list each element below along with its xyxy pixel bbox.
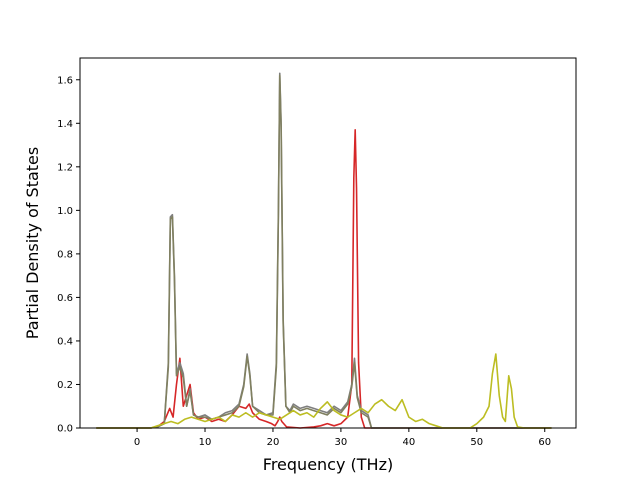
x-tick-label: 50 (470, 437, 483, 448)
series-line-1 (96, 129, 552, 429)
series-layer (96, 72, 552, 429)
y-tick-label: 1.4 (57, 119, 73, 130)
y-tick-label: 1.6 (57, 75, 73, 86)
tick-layer: 0 10 20 30 40 50 60 0.0 0.2 0.4 0.6 0.8 1.0 1.2 1.4 1.6 (57, 75, 551, 448)
x-tick-label: 10 (199, 437, 212, 448)
x-tick-label: 40 (402, 437, 415, 448)
plot-frame (79, 57, 577, 429)
series-line-2 (96, 72, 552, 429)
x-axis-title: Frequency (THz) (263, 455, 393, 474)
x-tick-label: 0 (134, 437, 140, 448)
x-tick-label: 60 (538, 437, 551, 448)
plot-area (80, 58, 576, 428)
y-tick-label: 0.6 (57, 293, 73, 304)
x-tick-label: 20 (267, 437, 280, 448)
y-axis-title: Partial Density of States (23, 147, 42, 339)
y-tick-label: 1.0 (57, 206, 73, 217)
y-tick-label: 1.2 (57, 162, 73, 173)
y-tick-label: 0.4 (57, 336, 73, 347)
series-line-4 (96, 353, 552, 429)
x-tick-label: 30 (335, 437, 348, 448)
y-tick-label: 0.2 (57, 380, 73, 391)
y-tick-label: 0.8 (57, 249, 73, 260)
y-tick-label: 0.0 (57, 424, 73, 435)
